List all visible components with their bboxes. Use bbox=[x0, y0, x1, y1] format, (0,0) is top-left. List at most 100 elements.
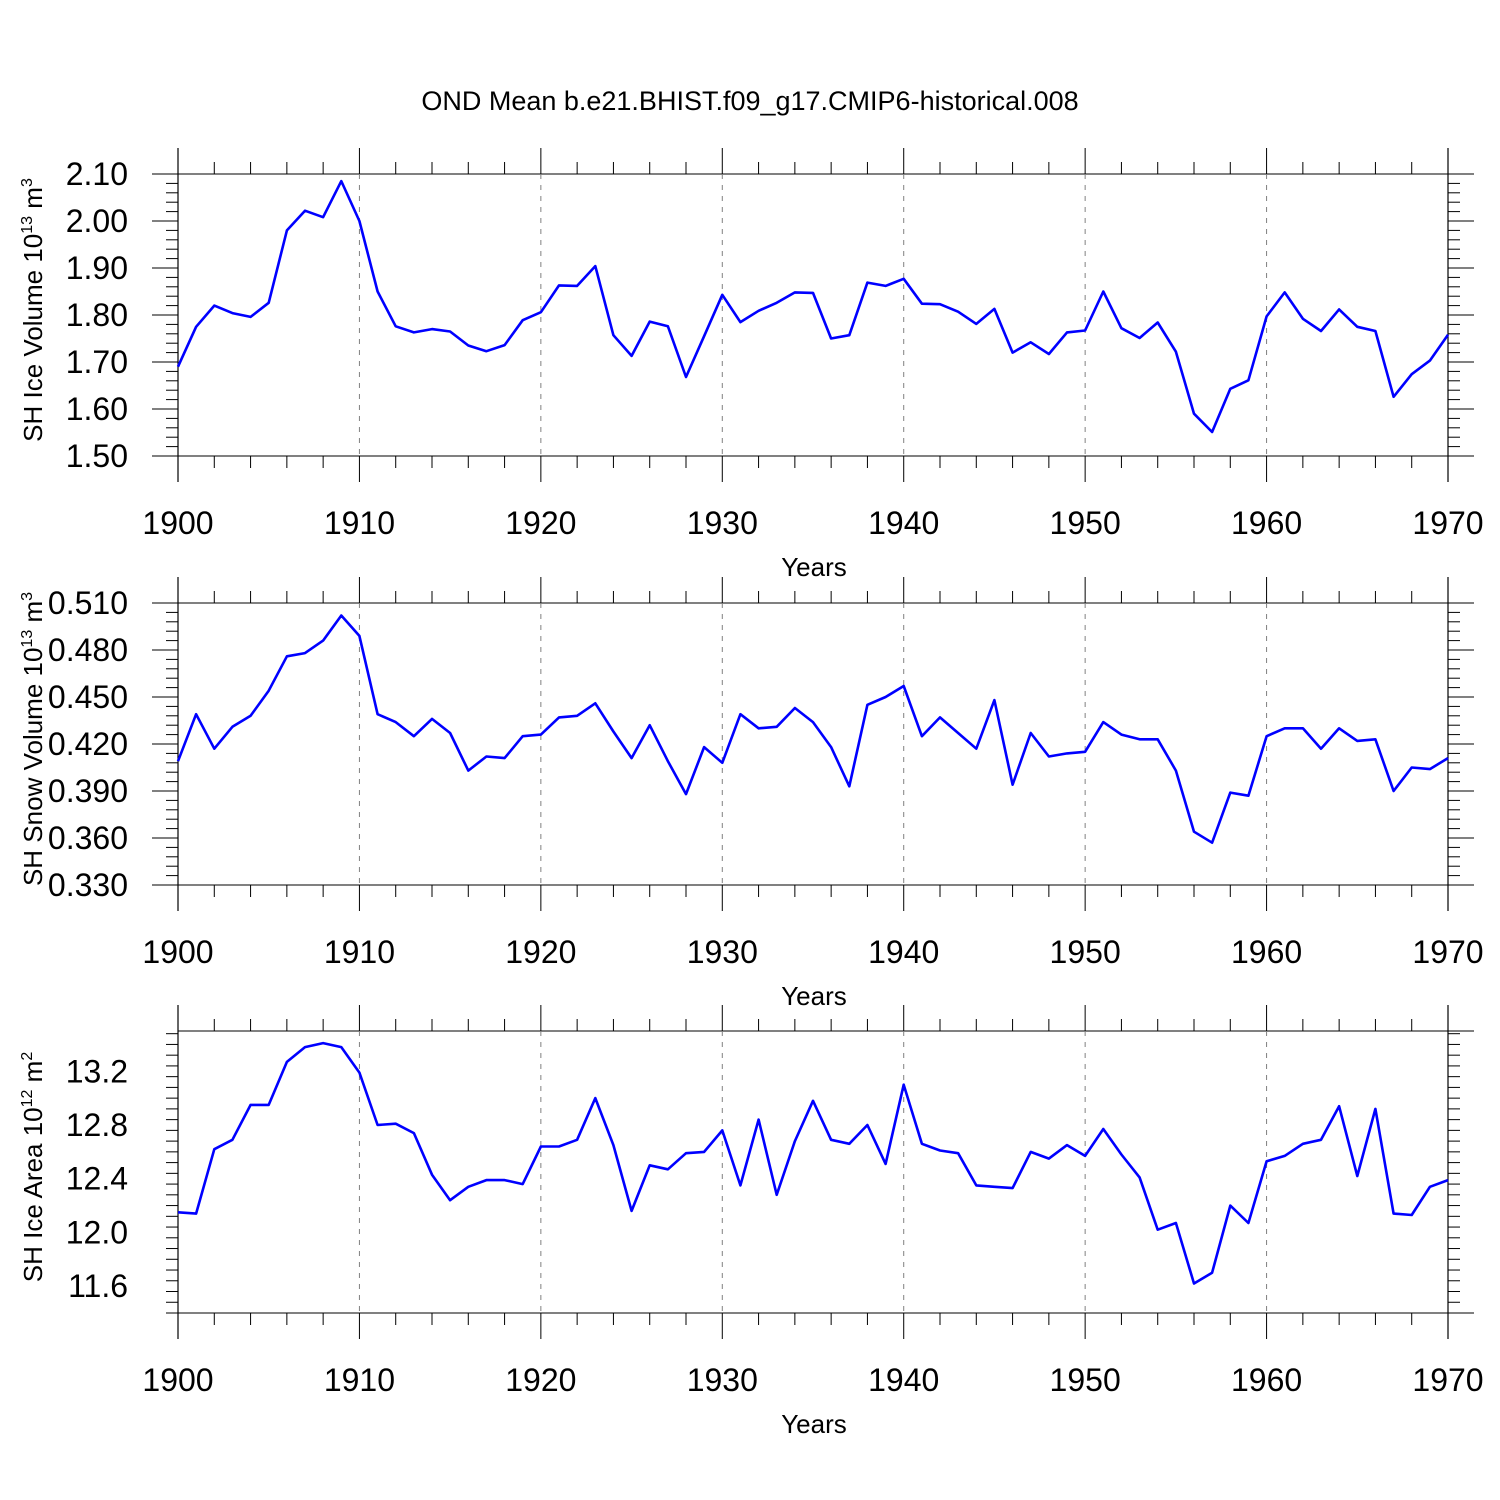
data-point bbox=[829, 337, 833, 341]
data-point bbox=[1119, 326, 1123, 330]
data-point bbox=[1301, 317, 1305, 321]
data-point bbox=[194, 325, 198, 329]
data-point bbox=[757, 726, 761, 730]
y-axis-label-unit: m bbox=[18, 601, 48, 630]
data-point bbox=[1319, 747, 1323, 751]
data-point bbox=[466, 344, 470, 348]
data-point bbox=[1138, 336, 1142, 340]
data-point bbox=[1319, 1138, 1323, 1142]
data-point bbox=[1047, 755, 1051, 759]
y-tick-label: 0.450 bbox=[48, 679, 128, 715]
data-point bbox=[1319, 329, 1323, 333]
data-point bbox=[285, 1060, 289, 1064]
data-point bbox=[557, 715, 561, 719]
data-point bbox=[611, 729, 615, 733]
y-axis-label-exponent: 12 bbox=[19, 1089, 36, 1107]
y-tick-label: 1.80 bbox=[66, 297, 128, 333]
data-point bbox=[1283, 726, 1287, 730]
data-point bbox=[1246, 378, 1250, 382]
data-point bbox=[865, 703, 869, 707]
data-point bbox=[212, 747, 216, 751]
data-point bbox=[466, 1185, 470, 1189]
data-point bbox=[974, 1183, 978, 1187]
data-point bbox=[757, 309, 761, 313]
data-point bbox=[212, 304, 216, 308]
data-point bbox=[702, 1150, 706, 1154]
y-axis-label-text: SH Ice Volume 10 bbox=[18, 234, 48, 442]
data-point bbox=[847, 333, 851, 337]
data-point bbox=[1065, 1143, 1069, 1147]
chart-panel-2: 1900 1910 1920 1930 1940 1950 1960 1970 0.330 0.3… bbox=[18, 577, 1484, 1011]
data-point bbox=[1392, 395, 1396, 399]
data-point bbox=[303, 1045, 307, 1049]
x-tick-label: 1920 bbox=[505, 934, 576, 970]
x-tick-label: 1930 bbox=[687, 505, 758, 541]
y-axis-label-unit: m bbox=[18, 1061, 48, 1090]
data-point bbox=[484, 1178, 488, 1182]
data-point bbox=[1355, 739, 1359, 743]
data-point bbox=[303, 651, 307, 655]
data-point bbox=[1156, 1228, 1160, 1232]
data-point bbox=[1428, 767, 1432, 771]
data-point bbox=[575, 714, 579, 718]
data-point bbox=[884, 695, 888, 699]
data-point bbox=[648, 320, 652, 324]
data-point bbox=[1011, 351, 1015, 355]
y-axis-label: SH Ice Area 1012 m2 bbox=[18, 1052, 48, 1283]
data-point bbox=[1228, 1204, 1232, 1208]
data-point bbox=[1119, 1153, 1123, 1157]
data-point bbox=[521, 734, 525, 738]
data-point bbox=[194, 712, 198, 716]
x-tick-label: 1910 bbox=[324, 505, 395, 541]
data-point bbox=[339, 614, 343, 618]
chart-panel-3: 1900 1910 1920 1930 1940 1950 1960 1970 11.6 12.0… bbox=[18, 1005, 1484, 1439]
data-point bbox=[503, 756, 507, 760]
data-point bbox=[1047, 1157, 1051, 1161]
y-tick-label: 11.6 bbox=[68, 1268, 128, 1304]
data-point bbox=[956, 731, 960, 735]
data-point bbox=[539, 1144, 543, 1148]
series-line bbox=[176, 614, 1449, 845]
data-point bbox=[1373, 1107, 1377, 1111]
data-point bbox=[884, 284, 888, 288]
data-point bbox=[194, 1212, 198, 1216]
x-tick-label: 1900 bbox=[142, 934, 213, 970]
x-tick-label: 1950 bbox=[1050, 1362, 1121, 1398]
data-point bbox=[1101, 720, 1105, 724]
data-point bbox=[684, 792, 688, 796]
data-point bbox=[430, 717, 434, 721]
data-point bbox=[1138, 1175, 1142, 1179]
data-point bbox=[593, 1096, 597, 1100]
data-point bbox=[1392, 1212, 1396, 1216]
data-point bbox=[884, 1162, 888, 1166]
y-axis-label-text: SH Ice Area 10 bbox=[18, 1107, 48, 1282]
y-tick-label: 1.60 bbox=[66, 391, 128, 427]
data-point bbox=[285, 654, 289, 658]
data-point bbox=[1228, 791, 1232, 795]
data-point bbox=[430, 327, 434, 331]
data-point bbox=[630, 756, 634, 760]
data-point bbox=[648, 1163, 652, 1167]
data-point bbox=[1156, 737, 1160, 741]
data-point bbox=[738, 320, 742, 324]
data-point bbox=[1246, 1221, 1250, 1225]
data-point bbox=[1446, 333, 1450, 337]
data-point bbox=[1283, 290, 1287, 294]
data-point bbox=[448, 731, 452, 735]
data-point bbox=[321, 215, 325, 219]
x-tick-label: 1920 bbox=[505, 1362, 576, 1398]
data-point bbox=[357, 1071, 361, 1075]
data-point bbox=[267, 689, 271, 693]
data-point bbox=[1156, 321, 1160, 325]
data-point bbox=[176, 1210, 180, 1214]
data-point bbox=[503, 343, 507, 347]
data-point bbox=[521, 318, 525, 322]
data-point bbox=[1011, 1186, 1015, 1190]
y-tick-label: 12.4 bbox=[66, 1161, 128, 1197]
data-point bbox=[684, 375, 688, 379]
y-tick-label: 2.00 bbox=[66, 203, 128, 239]
data-point bbox=[1283, 1154, 1287, 1158]
data-point bbox=[1428, 1185, 1432, 1189]
x-tick-label: 1940 bbox=[868, 1362, 939, 1398]
data-point bbox=[1047, 352, 1051, 356]
